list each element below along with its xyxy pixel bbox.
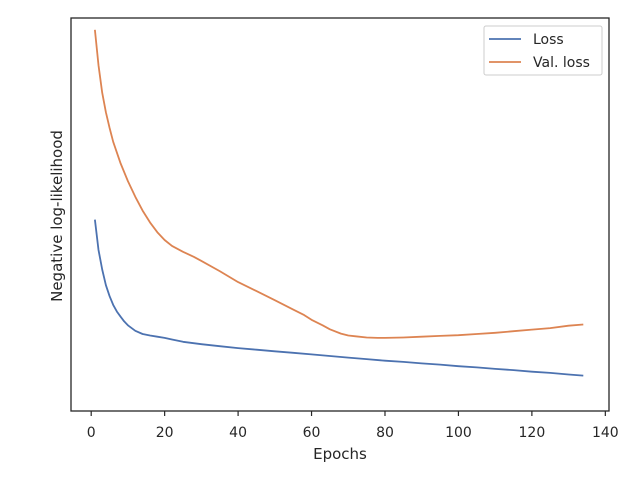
legend-label-2: Val. loss xyxy=(533,55,590,71)
x-tick-label: 100 xyxy=(445,425,472,441)
legend: Loss Val. loss xyxy=(483,25,603,76)
legend-label-1: Loss xyxy=(533,32,564,48)
x-tick-label: 120 xyxy=(519,425,546,441)
plot-area xyxy=(70,17,610,412)
series-layer xyxy=(94,29,584,377)
x-tick-label: 140 xyxy=(592,425,619,441)
x-axis-label: Epochs xyxy=(313,445,367,463)
x-axis: 0 20 40 60 80 100 120 140 xyxy=(87,411,619,441)
x-tick-label: 80 xyxy=(376,425,394,441)
y-axis-label: Negative log-likelihood xyxy=(48,130,66,302)
x-tick-label: 0 xyxy=(87,425,96,441)
x-tick-label: 40 xyxy=(229,425,247,441)
series-line-1 xyxy=(94,219,584,377)
series-line-2 xyxy=(94,29,584,339)
x-tick-label: 60 xyxy=(303,425,321,441)
x-tick-label: 20 xyxy=(156,425,174,441)
